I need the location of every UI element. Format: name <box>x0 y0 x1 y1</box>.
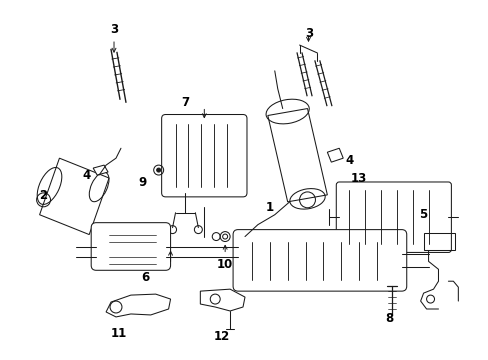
Bar <box>423 233 454 251</box>
Text: 4: 4 <box>82 168 90 181</box>
Polygon shape <box>40 158 109 235</box>
Text: 4: 4 <box>345 154 353 167</box>
FancyBboxPatch shape <box>336 182 450 252</box>
Text: 3: 3 <box>110 23 118 36</box>
Text: 3: 3 <box>305 27 313 40</box>
Text: 13: 13 <box>350 171 366 185</box>
Polygon shape <box>326 148 343 162</box>
Text: 5: 5 <box>419 208 427 221</box>
FancyBboxPatch shape <box>91 223 170 270</box>
Polygon shape <box>106 294 170 317</box>
FancyBboxPatch shape <box>233 230 406 291</box>
Text: 7: 7 <box>181 96 189 109</box>
Text: 10: 10 <box>217 258 233 271</box>
Circle shape <box>156 168 161 172</box>
Text: 9: 9 <box>139 176 146 189</box>
Text: 2: 2 <box>40 189 47 202</box>
FancyBboxPatch shape <box>162 114 246 197</box>
Polygon shape <box>267 109 326 202</box>
Text: 8: 8 <box>384 312 392 325</box>
Polygon shape <box>93 165 108 175</box>
Polygon shape <box>200 289 244 311</box>
Text: 12: 12 <box>214 330 230 343</box>
Text: 6: 6 <box>142 271 150 284</box>
Text: 1: 1 <box>265 201 273 214</box>
Text: 11: 11 <box>111 327 127 340</box>
